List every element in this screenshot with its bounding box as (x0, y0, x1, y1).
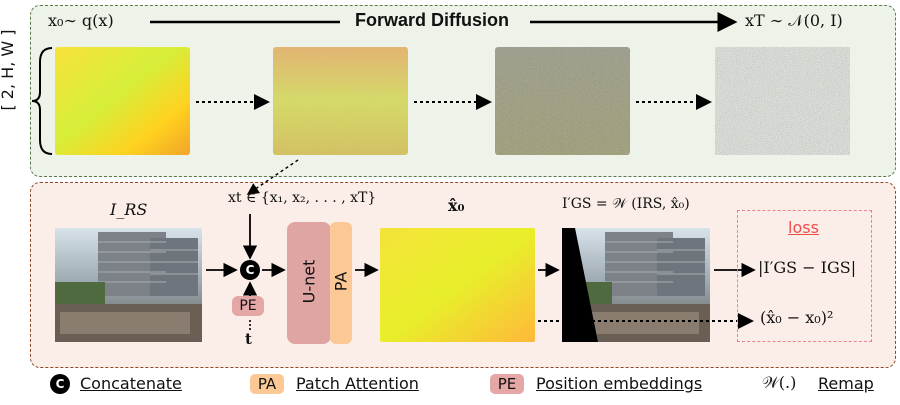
forward-diffusion-title: Forward Diffusion (355, 10, 509, 30)
x0-hat-label: x̂₀ (448, 196, 465, 215)
legend-remap-symbol: 𝒲(.) (762, 373, 797, 392)
patch-attention-block: PA (330, 222, 352, 344)
pa-label: PA (331, 271, 351, 292)
x0-distribution-label: x₀∼ q(x) (48, 11, 114, 30)
sample-xt-arrow (246, 159, 299, 195)
noisy-flow-image-2 (495, 47, 630, 155)
gs-image-label: I′GS = 𝒲 (IRS, x̂₀) (562, 196, 690, 212)
legend-concat-icon: C (50, 374, 70, 394)
unet-label: U-net (299, 259, 319, 304)
xt-distribution-label: xT ∼ 𝒩(0, I) (745, 11, 843, 30)
pure-noise-image (715, 47, 850, 155)
rs-photo (55, 228, 202, 342)
noisy-flow-image-1 (273, 47, 408, 155)
dims-brace (31, 47, 53, 155)
clean-flow-image (55, 47, 190, 155)
legend-pe-chip: PE (490, 374, 524, 394)
gs-photo (562, 228, 710, 342)
timestep-label: t (245, 330, 252, 348)
legend-remap-text: Remap (818, 374, 874, 393)
legend-pa-text: Patch Attention (296, 374, 419, 393)
unet-block: U-net (287, 222, 331, 344)
dims-label: [ 2, H, W ] (0, 29, 17, 110)
legend-pe-text: Position embeddings (536, 374, 703, 393)
concat-icon: C (240, 260, 260, 280)
legend-pa-chip: PA (250, 374, 284, 394)
xt-set-label: xt ∈ {x₁, x₂, . . . , xT} (228, 190, 377, 206)
pe-block: PE (232, 296, 264, 316)
legend-concat-text: Concatenate (80, 374, 182, 393)
x0-hat-image (380, 228, 535, 342)
loss-box (737, 210, 872, 342)
photometric-loss: |I′GS − IGS| (758, 258, 857, 277)
flow-loss: (x̂₀ − x₀)² (760, 308, 834, 327)
loss-title: loss (788, 218, 819, 237)
rs-image-label: I_RS (110, 200, 148, 219)
